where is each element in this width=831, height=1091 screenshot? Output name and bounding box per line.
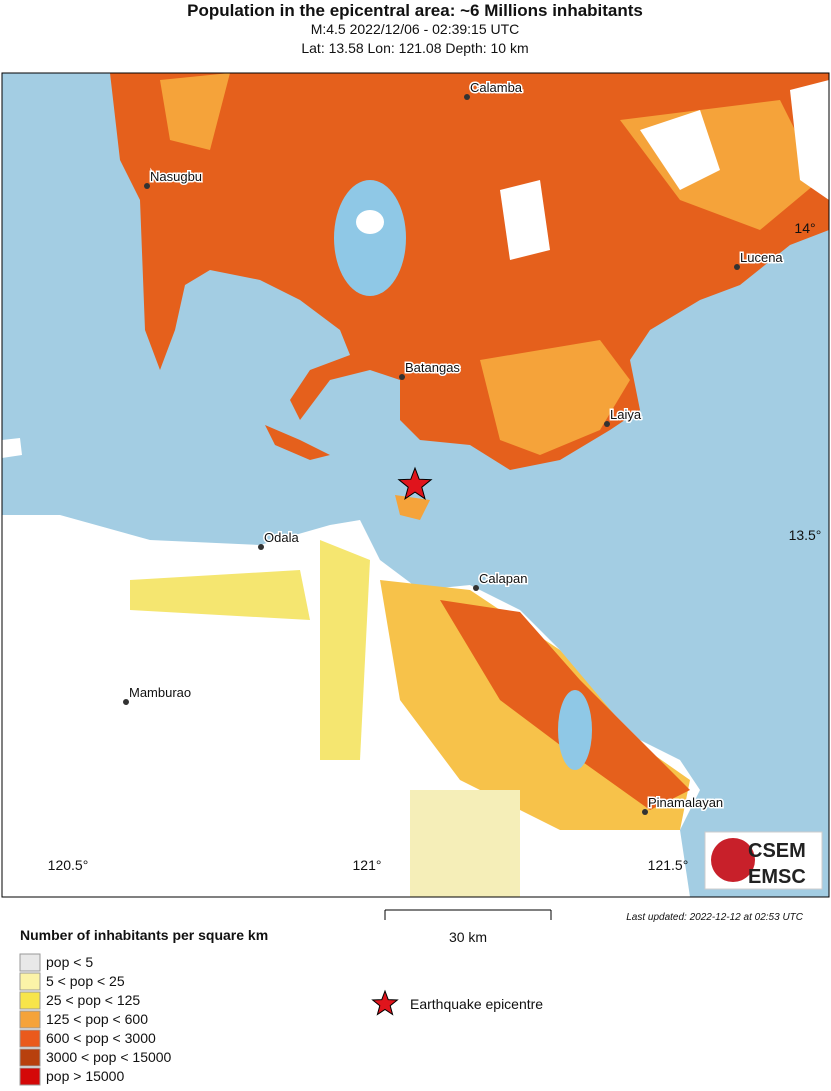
- lat-label: 14°: [794, 220, 815, 236]
- land: [110, 73, 829, 470]
- island: [356, 210, 384, 234]
- city-label: Pinamalayan: [648, 795, 723, 810]
- legend-label: 600 < pop < 3000: [46, 1030, 156, 1046]
- scale-label: 30 km: [449, 929, 487, 945]
- legend-label: 3000 < pop < 15000: [46, 1049, 172, 1065]
- city-label: Mamburao: [129, 685, 191, 700]
- city-dot: [642, 809, 648, 815]
- legend-label: 25 < pop < 125: [46, 992, 140, 1008]
- subtitle: M:4.5 2022/12/06 - 02:39:15 UTC: [311, 21, 520, 37]
- epicentre: [397, 466, 433, 500]
- map: CSEM EMSC: [1, 72, 830, 898]
- title: Population in the epicentral area: ~6 Mi…: [187, 1, 643, 20]
- city-dot: [399, 374, 405, 380]
- city-label: Calapan: [479, 571, 527, 586]
- legend-swatch: [19, 991, 41, 1010]
- logo-text: EMSC: [748, 866, 806, 888]
- land-density: [410, 790, 520, 897]
- last-updated: Last updated: 2022-12-12 at 02:53 UTC: [626, 912, 804, 923]
- logo-text: CSEM: [748, 840, 806, 862]
- city-dot: [123, 699, 129, 705]
- city-label: Calamba: [470, 80, 523, 95]
- city-dot: [734, 264, 740, 270]
- legend-label: pop < 5: [46, 954, 93, 970]
- legend-swatch: [19, 1029, 41, 1048]
- legend-label: Earthquake epicentre: [410, 996, 543, 1012]
- city-dot: [144, 183, 150, 189]
- legend-label: pop > 15000: [46, 1068, 124, 1084]
- city-dot: [258, 544, 264, 550]
- land-density: [320, 540, 370, 760]
- city-label: Nasugbu: [150, 169, 202, 184]
- legend-star: [371, 989, 399, 1016]
- legend-label: 125 < pop < 600: [46, 1011, 148, 1027]
- legend-swatch: [19, 1010, 41, 1029]
- legend-swatch: [19, 1067, 41, 1086]
- legend-swatch: [19, 1048, 41, 1067]
- city-label: Laiya: [610, 407, 642, 422]
- subtitle: Lat: 13.58 Lon: 121.08 Depth: 10 km: [301, 40, 528, 56]
- city-label: Batangas: [405, 360, 460, 375]
- legend-swatch: [19, 953, 41, 972]
- legend-label: 5 < pop < 25: [46, 973, 125, 989]
- lon-label: 120.5°: [48, 857, 89, 873]
- island: [395, 495, 430, 520]
- lon-label: 121.5°: [648, 857, 689, 873]
- legend-title: Number of inhabitants per square km: [20, 927, 268, 943]
- logo-globe: [711, 838, 755, 882]
- map-frame: [1, 72, 830, 898]
- lon-label: 121°: [353, 857, 382, 873]
- island: [265, 425, 330, 460]
- city-label: Odala: [264, 530, 299, 545]
- land-density: [130, 570, 310, 620]
- land: [2, 438, 22, 458]
- city-dot: [604, 421, 610, 427]
- land-sparse: [500, 80, 829, 260]
- city-dot: [473, 585, 479, 591]
- lake: [558, 690, 592, 770]
- city-label: Lucena: [740, 250, 783, 265]
- legend-swatch: [19, 972, 41, 991]
- city-dot: [464, 94, 470, 100]
- lake: [334, 180, 406, 296]
- lat-label: 13.5°: [789, 527, 822, 543]
